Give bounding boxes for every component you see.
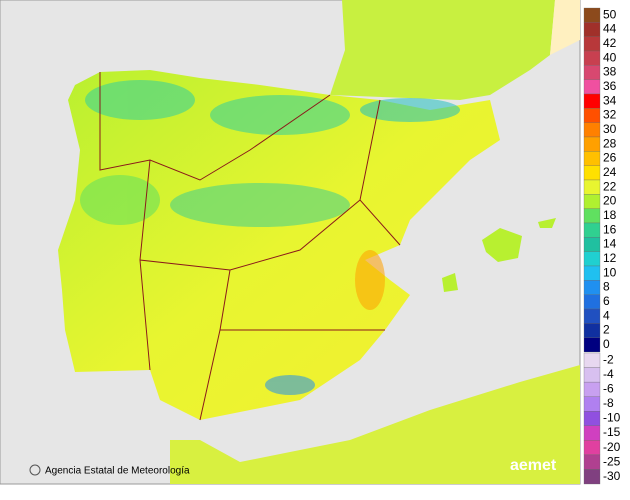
menorca: [538, 218, 556, 228]
area: [80, 175, 160, 225]
legend-label: 12: [603, 251, 617, 265]
legend-label: 6: [603, 294, 610, 308]
logo: aemet: [510, 457, 557, 474]
legend-label: 14: [603, 237, 617, 251]
legend-label: 0: [603, 337, 610, 351]
legend-label: 4: [603, 308, 610, 322]
legend-swatch: [583, 50, 601, 66]
legend-label: 44: [603, 22, 617, 36]
legend-swatch: [583, 7, 601, 23]
area: [85, 80, 195, 120]
legend-label: -6: [603, 382, 614, 396]
legend-label: -10: [603, 411, 621, 425]
ibiza: [442, 273, 458, 292]
legend-label: 38: [603, 65, 617, 79]
legend-swatch: [583, 108, 601, 123]
legend-swatch: [583, 425, 601, 441]
legend-swatch: [583, 337, 601, 353]
legend-swatch: [583, 122, 601, 138]
legend-label: 40: [603, 50, 617, 64]
region-borders: [99, 72, 401, 421]
legend-label: 36: [603, 79, 617, 93]
legend-swatch: [583, 265, 601, 281]
legend-swatch: [583, 280, 601, 295]
legend-swatch: [583, 396, 601, 412]
area: [360, 98, 460, 122]
credit: Agencia Estatal de Meteorología: [45, 466, 190, 477]
legend-swatch: [583, 367, 601, 383]
copyright-icon: [29, 464, 41, 476]
area: [265, 375, 315, 395]
legend-swatch: [583, 469, 601, 485]
legend-swatch: [583, 308, 601, 324]
legend-swatch: [583, 79, 601, 95]
legend-label: -25: [603, 454, 621, 468]
france: [330, 0, 555, 100]
legend-swatch: [583, 93, 601, 109]
legend-label: 34: [603, 93, 617, 107]
legend-swatch: [583, 194, 601, 209]
legend-label: 26: [603, 151, 617, 165]
france-east: [550, 0, 580, 55]
legend-swatch: [583, 136, 601, 152]
legend-swatch: [583, 440, 601, 456]
legend-label: 20: [603, 194, 617, 208]
cool-areas: [80, 80, 460, 395]
legend-label: 8: [603, 280, 610, 294]
legend-swatch: [583, 411, 601, 426]
legend-swatch: [583, 323, 601, 338]
area: [170, 183, 350, 227]
legend-swatch: [583, 65, 601, 80]
legend-label: 32: [603, 108, 617, 122]
legend-label: -30: [603, 469, 621, 483]
legend-label: 28: [603, 136, 617, 150]
legend-label: 24: [603, 165, 617, 179]
africa: [170, 365, 580, 484]
legend-label: 50: [603, 7, 617, 21]
legend-swatch: [583, 237, 601, 252]
legend-swatch: [583, 165, 601, 181]
legend-swatch: [583, 22, 601, 37]
legend-label: 22: [603, 179, 617, 193]
legend-swatch: [583, 251, 601, 267]
legend-label: 42: [603, 36, 617, 50]
legend-swatch: [583, 222, 601, 238]
legend-label: 18: [603, 208, 617, 222]
legend-label: -15: [603, 425, 621, 439]
legend-label: 10: [603, 265, 617, 279]
legend-swatch: [583, 151, 601, 166]
iberia: [58, 70, 500, 420]
mallorca: [482, 228, 522, 262]
legend-swatch: [583, 454, 601, 470]
legend: 5044424038363432302826242220181614121086…: [583, 7, 621, 485]
legend-swatch: [583, 208, 601, 224]
land: [58, 0, 580, 484]
legend-label: 30: [603, 122, 617, 136]
legend-swatch: [583, 179, 601, 195]
legend-swatch: [583, 381, 601, 397]
legend-label: -8: [603, 396, 614, 410]
border: [99, 72, 401, 421]
legend-swatch: [583, 36, 601, 52]
legend-label: -20: [603, 440, 621, 454]
legend-label: 16: [603, 222, 617, 236]
legend-swatch: [583, 352, 601, 368]
legend-label: -4: [603, 367, 614, 381]
area: [355, 250, 385, 310]
legend-swatch: [583, 294, 601, 310]
legend-label: 2: [603, 323, 610, 337]
legend-label: -2: [603, 352, 614, 366]
